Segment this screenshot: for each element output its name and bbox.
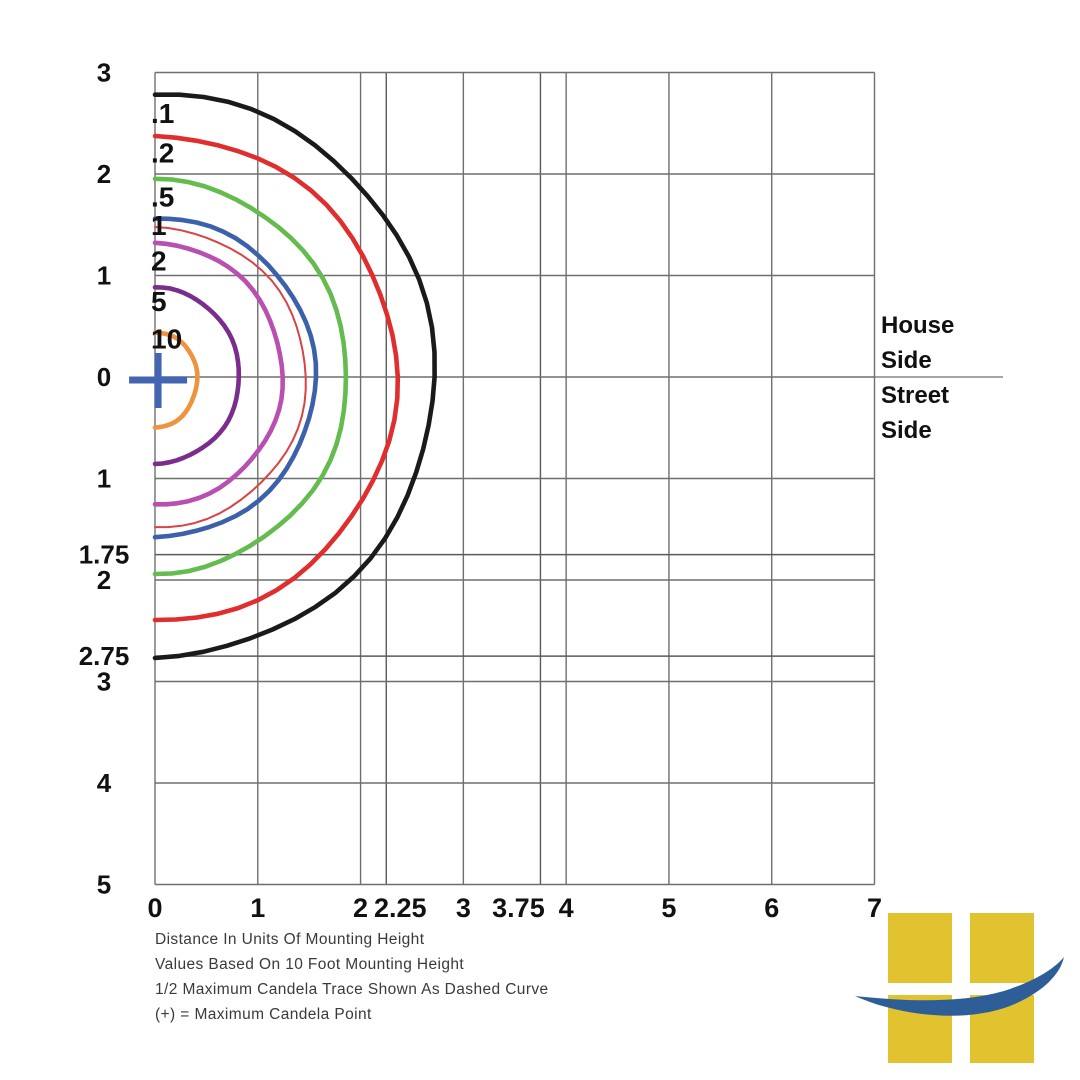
- house-side-label-line1: House: [881, 312, 955, 339]
- contour-curve-1: [152, 216, 319, 540]
- logo-swoosh-icon: [855, 957, 1064, 1016]
- side-labels: House Side Street Side: [881, 308, 954, 448]
- footnote-max-candela-point: (+) = Maximum Candela Point: [155, 1006, 372, 1023]
- contour-curve-5: [152, 284, 242, 467]
- contour-curve-.1: [152, 92, 437, 661]
- y-tick-label: 4: [97, 768, 112, 798]
- chart-footnotes: Distance In Units Of Mounting Height Val…: [155, 927, 549, 1027]
- half-max-candela-trace: [154, 226, 307, 529]
- logo-square-top-right: [970, 913, 1034, 983]
- footnote-half-max-trace: 1/2 Maximum Candela Trace Shown As Dashe…: [155, 981, 549, 998]
- contour-curve-.2: [152, 133, 401, 623]
- y-tick-label: 3: [97, 58, 111, 88]
- x-tick-label: 5: [661, 893, 676, 923]
- house-side-label-line2: Side: [881, 347, 932, 374]
- x-tick-label: 3.75: [492, 893, 545, 923]
- contour-level-label: 2: [151, 245, 167, 276]
- footnote-mounting-height: Values Based On 10 Foot Mounting Height: [155, 956, 465, 973]
- street-side-label-line2: Side: [881, 417, 932, 444]
- y-tick-label: 2: [97, 159, 111, 189]
- y-tick-label: 2.75: [79, 641, 130, 671]
- x-tick-label: 3: [456, 893, 471, 923]
- x-tick-label: 2: [353, 893, 368, 923]
- x-tick-label: 4: [559, 893, 574, 923]
- contour-level-label: .5: [151, 181, 174, 212]
- contour-curve-.5: [152, 176, 349, 577]
- contour-level-label: 1: [151, 210, 167, 241]
- contour-curve-2: [152, 240, 286, 507]
- y-tick-label: 1.75: [79, 540, 130, 570]
- y-tick-label: 2: [97, 565, 111, 595]
- company-logo: [855, 913, 1064, 1063]
- contour-level-label: .2: [151, 138, 174, 169]
- y-tick-label: 1: [97, 464, 111, 494]
- contour-level-label: 5: [151, 286, 167, 317]
- x-tick-label: 2.25: [374, 893, 427, 923]
- y-tick-label: 1: [97, 261, 111, 291]
- y-tick-label: 5: [97, 870, 111, 900]
- street-side-label-line1: Street: [881, 382, 950, 409]
- x-tick-label: 7: [867, 893, 882, 923]
- contour-curve-10: [152, 330, 200, 430]
- footnote-distance-units: Distance In Units Of Mounting Height: [155, 931, 425, 948]
- contour-level-label: .1: [151, 98, 174, 129]
- x-tick-label: 1: [250, 893, 265, 923]
- logo-square-top-left: [888, 913, 952, 983]
- x-tick-label: 0: [147, 893, 162, 923]
- y-tick-label: 3: [97, 667, 111, 697]
- x-tick-label: 6: [764, 893, 779, 923]
- contour-level-label: 10: [151, 323, 182, 354]
- y-tick-label: 0: [97, 362, 111, 392]
